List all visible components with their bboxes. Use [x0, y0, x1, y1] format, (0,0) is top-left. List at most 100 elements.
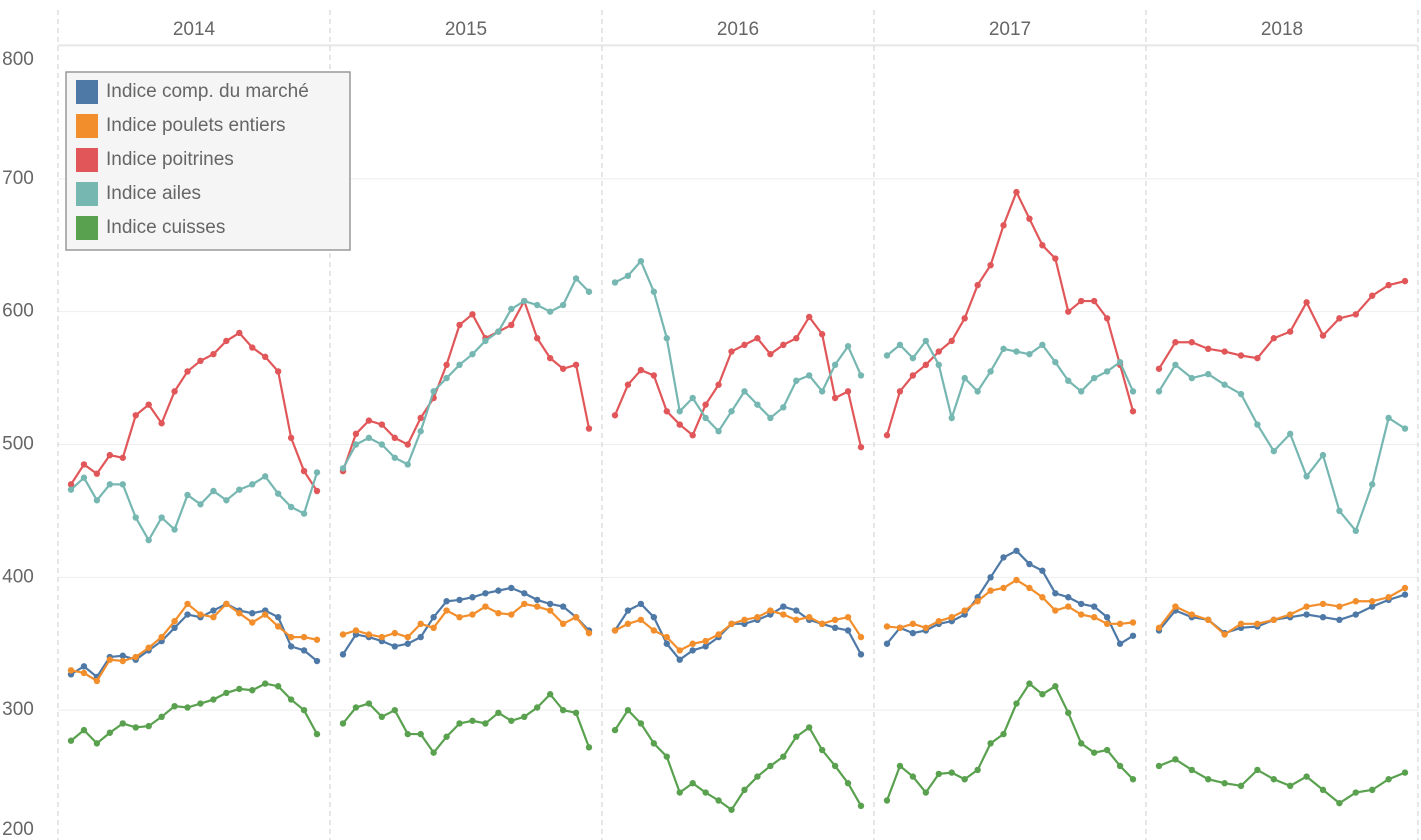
- data-point: [909, 629, 917, 637]
- data-point: [715, 428, 722, 435]
- data-point: [585, 425, 593, 432]
- data-point: [495, 709, 502, 717]
- data-point: [637, 616, 645, 624]
- series-line: [613, 315, 863, 448]
- data-point: [844, 343, 852, 350]
- data-point: [663, 408, 670, 415]
- data-point: [844, 388, 852, 395]
- data-point: [1129, 776, 1137, 783]
- data-point: [132, 412, 139, 419]
- data-point: [637, 600, 645, 608]
- data-point: [754, 613, 761, 621]
- data-point: [624, 272, 632, 280]
- data-point: [274, 613, 282, 621]
- data-point: [1336, 603, 1343, 610]
- data-point: [987, 574, 994, 581]
- data-point: [546, 607, 554, 614]
- data-point: [274, 368, 282, 375]
- data-point: [922, 789, 930, 796]
- data-point: [1039, 341, 1046, 349]
- data-point: [158, 633, 165, 641]
- data-point: [404, 441, 411, 448]
- data-point: [1013, 547, 1020, 554]
- data-point: [572, 275, 580, 282]
- data-point: [585, 288, 593, 295]
- data-point: [1352, 598, 1360, 605]
- data-point: [1385, 414, 1392, 422]
- data-point: [1052, 683, 1059, 690]
- data-point: [1221, 631, 1228, 638]
- data-point: [624, 706, 632, 714]
- series-line: [1158, 758, 1406, 805]
- data-point: [1188, 611, 1196, 618]
- data-point: [508, 584, 515, 592]
- data-point: [1205, 370, 1212, 378]
- data-point: [767, 350, 774, 358]
- data-point: [534, 335, 541, 342]
- data-point: [948, 613, 955, 621]
- data-point: [767, 762, 774, 770]
- data-point: [922, 337, 930, 345]
- data-point: [404, 730, 411, 738]
- data-point: [287, 696, 295, 703]
- data-point: [585, 744, 593, 751]
- data-point: [313, 730, 321, 738]
- data-point: [1205, 616, 1212, 624]
- series-line: [1158, 593, 1406, 635]
- data-point: [896, 762, 904, 770]
- data-point: [132, 724, 139, 731]
- data-point: [443, 733, 450, 740]
- data-point: [93, 497, 101, 504]
- data-point: [171, 702, 178, 710]
- data-point: [287, 643, 295, 650]
- data-point: [935, 361, 942, 368]
- data-point: [857, 372, 865, 379]
- data-point: [624, 620, 632, 628]
- data-point: [482, 603, 489, 610]
- data-point: [1065, 603, 1072, 610]
- data-point: [572, 613, 580, 621]
- data-point: [80, 726, 88, 734]
- series-line: [885, 189, 1135, 436]
- data-point: [1155, 624, 1163, 632]
- data-point: [184, 600, 191, 608]
- data-point: [1013, 700, 1020, 707]
- data-point: [1000, 730, 1007, 738]
- data-point: [1221, 780, 1228, 787]
- data-point: [780, 404, 787, 411]
- facet-label: 2016: [717, 19, 759, 40]
- data-point: [287, 633, 295, 641]
- data-point: [223, 497, 230, 504]
- data-point: [430, 624, 437, 632]
- data-point: [1103, 315, 1111, 322]
- data-point: [676, 421, 683, 428]
- facet-label: 2018: [1261, 19, 1303, 40]
- data-point: [1205, 776, 1212, 783]
- data-point: [961, 607, 968, 614]
- data-point: [313, 487, 321, 495]
- data-point: [546, 308, 554, 315]
- data-point: [1303, 611, 1310, 618]
- data-point: [831, 762, 839, 770]
- data-point: [818, 620, 826, 628]
- data-point: [287, 503, 295, 511]
- data-point: [1065, 594, 1072, 601]
- data-point: [262, 473, 269, 480]
- series-line: [614, 259, 863, 433]
- data-point: [1319, 600, 1327, 608]
- data-point: [417, 620, 424, 628]
- data-point: [689, 640, 696, 647]
- data-point: [702, 789, 709, 796]
- data-point: [1369, 481, 1376, 488]
- data-point: [482, 590, 489, 597]
- data-point: [780, 753, 787, 760]
- data-point: [1336, 799, 1343, 807]
- data-point: [132, 653, 139, 661]
- data-point: [780, 611, 787, 618]
- data-point: [1052, 590, 1059, 597]
- data-point: [534, 596, 541, 604]
- data-point: [1155, 388, 1163, 395]
- data-point: [352, 627, 360, 634]
- legend-swatch: [76, 114, 98, 138]
- data-point: [987, 261, 994, 269]
